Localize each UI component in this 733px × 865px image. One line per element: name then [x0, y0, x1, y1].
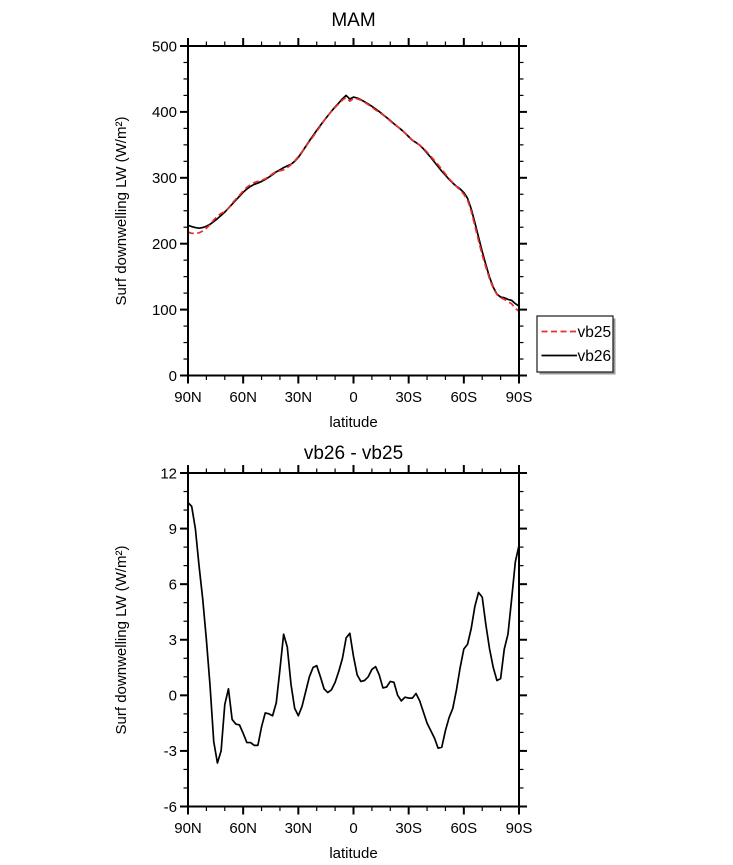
y-tick-label: 0	[169, 688, 177, 705]
series-group-top	[187, 94, 520, 312]
series-vb26	[187, 94, 520, 307]
x-axis-label-top: latitude	[329, 414, 377, 431]
legend-label-vb25: vb25	[578, 324, 612, 341]
series-group-bottom	[187, 502, 520, 764]
y-tick-label: 100	[152, 302, 177, 319]
x-tick-label: 90N	[174, 820, 202, 837]
x-tick-label: 30N	[285, 820, 313, 837]
y-tick-label: -6	[164, 799, 177, 816]
y-tick-label: 0	[169, 368, 177, 385]
y-tick-label: 500	[152, 38, 177, 55]
y-tick-label: 12	[160, 465, 177, 482]
x-tick-label: 30S	[395, 389, 422, 406]
x-tick-label: 60N	[229, 820, 257, 837]
series-vb25	[187, 96, 520, 312]
chart-difference: 90N 60N 30N 0 30S 60S 90S -6 -3 0 3 6 9 12 vb26 - vb2…	[113, 443, 532, 862]
x-tick-label: 90S	[506, 389, 533, 406]
chart-title-bottom: vb26 - vb25	[304, 443, 403, 464]
legend-box	[536, 315, 614, 373]
x-tick-label: 60S	[450, 820, 477, 837]
x-tick-label: 60N	[229, 389, 257, 406]
y-axis-label-bottom: Surf downwelling LW (W/m²)	[113, 546, 130, 735]
x-tick-label: 60S	[450, 389, 477, 406]
y-tick-label: 6	[169, 576, 177, 593]
legend: vb25 vb26	[536, 315, 616, 375]
axes-group-top: 90N 60N 30N 0 30S 60S 90S 0 100 200 300 400 500	[152, 38, 532, 406]
legend-label-vb26: vb26	[578, 348, 612, 365]
x-tick-label: 0	[349, 820, 357, 837]
y-axis-label-top: Surf downwelling LW (W/m²)	[113, 117, 130, 306]
axes-group-bottom: 90N 60N 30N 0 30S 60S 90S -6 -3 0 3 6 9 12	[160, 465, 532, 837]
y-tick-label: 400	[152, 104, 177, 121]
chart-title-top: MAM	[331, 10, 375, 31]
y-tick-label: 300	[152, 170, 177, 187]
x-tick-label: 30S	[395, 820, 422, 837]
y-tick-label: 9	[169, 521, 177, 538]
x-tick-label: 90S	[506, 820, 533, 837]
y-tick-label: 200	[152, 236, 177, 253]
x-tick-label: 90N	[174, 389, 202, 406]
series-vb26-vb25	[187, 502, 520, 764]
x-tick-label: 30N	[285, 389, 313, 406]
plot-frame	[187, 45, 520, 377]
x-tick-label: 0	[349, 389, 357, 406]
y-tick-label: 3	[169, 632, 177, 649]
y-tick-label: -3	[164, 743, 177, 760]
x-axis-label-bottom: latitude	[329, 845, 377, 862]
